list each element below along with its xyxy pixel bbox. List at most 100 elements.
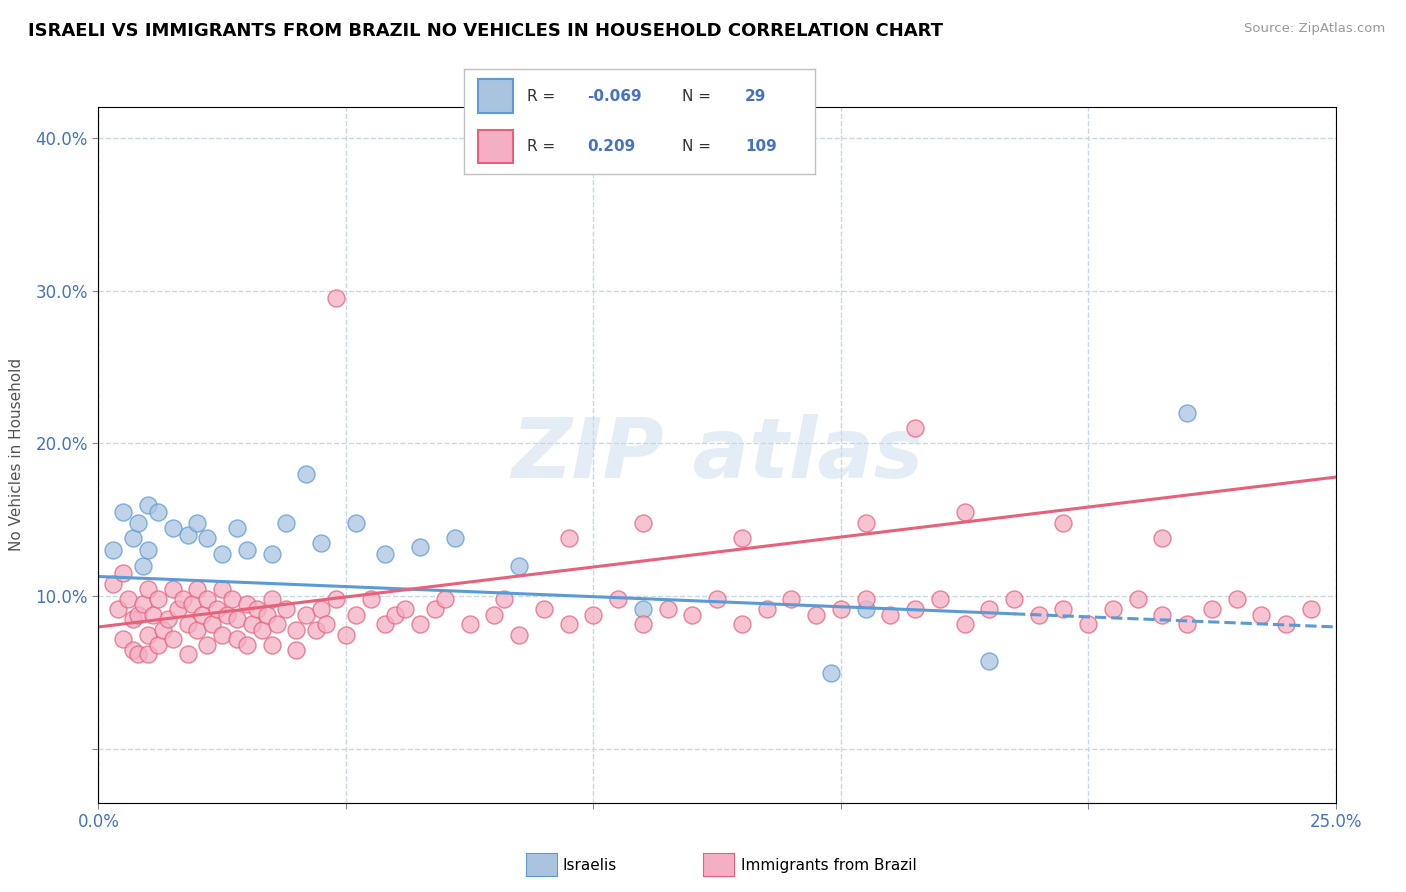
Point xyxy=(136,498,159,512)
Point xyxy=(335,627,357,641)
Point xyxy=(731,531,754,545)
Point xyxy=(494,592,516,607)
Point xyxy=(953,505,976,519)
Point xyxy=(136,543,159,558)
Point xyxy=(484,607,506,622)
Point xyxy=(136,582,159,596)
Point xyxy=(285,623,308,637)
Point xyxy=(1102,601,1125,615)
Point xyxy=(631,516,654,530)
Point xyxy=(325,291,347,305)
Point xyxy=(1299,601,1322,615)
Point xyxy=(1028,607,1050,622)
Point xyxy=(681,607,703,622)
Point xyxy=(1002,592,1025,607)
Point xyxy=(1275,616,1298,631)
Point xyxy=(112,632,135,647)
Point xyxy=(631,616,654,631)
Point xyxy=(276,601,298,615)
Point xyxy=(176,528,198,542)
Point xyxy=(156,612,179,626)
FancyBboxPatch shape xyxy=(478,79,513,113)
Point xyxy=(211,627,233,641)
Point xyxy=(112,566,135,581)
Point xyxy=(146,638,169,652)
Text: R =: R = xyxy=(527,88,555,103)
Point xyxy=(172,592,194,607)
Point xyxy=(127,607,149,622)
Point xyxy=(344,516,367,530)
Point xyxy=(804,607,827,622)
Point xyxy=(855,601,877,615)
Point xyxy=(226,612,249,626)
Point xyxy=(132,558,155,573)
Point xyxy=(409,541,432,555)
Point xyxy=(132,597,155,611)
Point xyxy=(1052,601,1074,615)
Point xyxy=(830,601,852,615)
Text: N =: N = xyxy=(682,139,711,154)
Point xyxy=(122,643,145,657)
Point xyxy=(1152,531,1174,545)
Point xyxy=(122,531,145,545)
Point xyxy=(1175,616,1198,631)
Point xyxy=(295,467,318,481)
Point xyxy=(433,592,456,607)
Point xyxy=(360,592,382,607)
Point xyxy=(191,607,214,622)
Point xyxy=(374,547,396,561)
Text: ZIP atlas: ZIP atlas xyxy=(510,415,924,495)
Point xyxy=(1152,607,1174,622)
Point xyxy=(236,543,259,558)
Point xyxy=(309,601,332,615)
Point xyxy=(1175,406,1198,420)
Point xyxy=(162,632,184,647)
Point xyxy=(904,421,927,435)
Point xyxy=(631,601,654,615)
Point xyxy=(226,520,249,534)
Point xyxy=(112,505,135,519)
Point xyxy=(122,612,145,626)
Point xyxy=(186,516,208,530)
Point xyxy=(127,516,149,530)
Point xyxy=(211,547,233,561)
Point xyxy=(260,592,283,607)
Point xyxy=(195,592,218,607)
Point xyxy=(731,616,754,631)
Point xyxy=(285,643,308,657)
Point xyxy=(260,547,283,561)
Point xyxy=(295,607,318,622)
Point xyxy=(557,531,579,545)
Point xyxy=(256,607,278,622)
Point xyxy=(1126,592,1149,607)
Y-axis label: No Vehicles in Household: No Vehicles in Household xyxy=(10,359,24,551)
Point xyxy=(195,531,218,545)
Point xyxy=(423,601,446,615)
Point xyxy=(607,592,630,607)
Point xyxy=(236,597,259,611)
Point xyxy=(146,505,169,519)
Point xyxy=(221,592,243,607)
Point xyxy=(146,592,169,607)
Point xyxy=(211,582,233,596)
Point xyxy=(344,607,367,622)
Point xyxy=(246,601,269,615)
Point xyxy=(186,623,208,637)
Point xyxy=(458,616,481,631)
Point xyxy=(240,616,263,631)
Point xyxy=(780,592,803,607)
Point xyxy=(443,531,465,545)
Point xyxy=(508,627,530,641)
Point xyxy=(1201,601,1223,615)
Point xyxy=(305,623,328,637)
Text: -0.069: -0.069 xyxy=(588,88,641,103)
Text: 0.209: 0.209 xyxy=(588,139,636,154)
Point xyxy=(533,601,555,615)
Point xyxy=(820,665,842,680)
FancyBboxPatch shape xyxy=(478,129,513,163)
Point xyxy=(162,582,184,596)
Point xyxy=(325,592,347,607)
Point xyxy=(953,616,976,631)
Text: 29: 29 xyxy=(745,88,766,103)
Point xyxy=(309,536,332,550)
